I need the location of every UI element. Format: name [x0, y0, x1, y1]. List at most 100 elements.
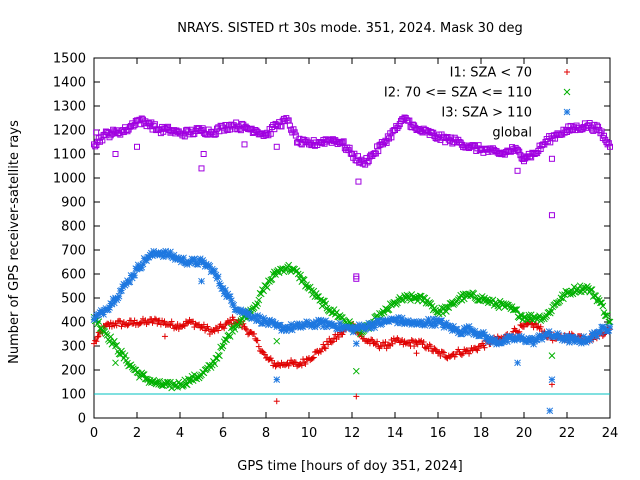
- i1-point: [378, 343, 385, 350]
- i1-point: [421, 344, 428, 351]
- i1-point: [474, 347, 481, 354]
- global-point: [165, 123, 172, 130]
- global-outlier: [355, 178, 362, 185]
- i1-point: [411, 343, 418, 350]
- axes: 0 2 4 6 8 10 12 14 16 18 20 22 240100200300400500600…: [53, 52, 618, 442]
- global-point: [131, 122, 138, 129]
- legend-marker-i3: [563, 108, 571, 116]
- i2-point: [560, 295, 567, 303]
- i2-point: [594, 295, 602, 302]
- i2-point: [168, 384, 175, 392]
- y-tick-label: 800: [61, 220, 86, 235]
- global-point: [346, 144, 353, 151]
- legend-label-global: global: [492, 126, 532, 141]
- i1-point: [206, 331, 213, 338]
- global-outlier: [521, 158, 527, 165]
- i2-point: [439, 310, 447, 317]
- i1-point: [420, 339, 427, 346]
- global-point: [211, 131, 218, 138]
- y-tick-label: 1500: [53, 52, 86, 67]
- global-outlier: [198, 165, 205, 172]
- i2-point: [226, 333, 234, 340]
- i2-point: [605, 318, 613, 326]
- i2-point: [512, 306, 519, 314]
- i3-point: [211, 267, 218, 275]
- i2-point: [470, 290, 478, 297]
- global-point: [406, 117, 413, 124]
- global-outlier: [134, 143, 140, 150]
- i1-point: [92, 337, 99, 344]
- i1-outlier: [413, 350, 420, 357]
- i2-point: [139, 371, 147, 378]
- i2-point: [376, 310, 383, 317]
- i1-outlier: [273, 398, 280, 405]
- global-point: [605, 140, 612, 147]
- i2-outlier: [548, 352, 556, 359]
- x-tick-label: 14: [387, 426, 404, 441]
- i1-point: [204, 323, 211, 330]
- i3-point: [314, 322, 321, 329]
- i2-point: [599, 302, 607, 310]
- i2-point: [540, 315, 548, 323]
- i1-point: [339, 331, 346, 338]
- i1-point: [455, 346, 462, 353]
- i2-point: [416, 292, 424, 300]
- legend-marker-i1: [564, 69, 570, 75]
- i2-point: [588, 286, 596, 293]
- x-tick-label: 16: [430, 426, 447, 441]
- i1-point: [243, 326, 250, 333]
- i1-point: [174, 321, 181, 328]
- i1-point: [317, 348, 324, 355]
- global-outlier: [241, 141, 248, 148]
- y-tick-label: 0: [78, 412, 86, 427]
- global-point: [163, 124, 170, 131]
- global-point: [375, 148, 382, 155]
- i1-point: [285, 362, 292, 369]
- y-axis-label: Number of GPS receiver-satellite rays: [7, 120, 22, 364]
- global-outlier: [548, 212, 555, 219]
- i2-point: [567, 291, 574, 298]
- i3-point: [214, 273, 222, 281]
- legend: I1: SZA < 70 I2: 70 <= SZA <= 110 I3: SZA …: [384, 66, 571, 141]
- i1-point: [374, 338, 381, 345]
- i1-point: [325, 341, 332, 348]
- global-point: [604, 141, 611, 148]
- x-tick-label: 2: [133, 426, 141, 441]
- i1-point: [180, 321, 187, 328]
- global-point: [110, 126, 117, 133]
- i1-point: [185, 319, 192, 326]
- i1-point: [368, 336, 375, 343]
- x-tick-label: 22: [559, 426, 576, 441]
- global-point: [292, 132, 299, 139]
- i2-point: [513, 306, 521, 313]
- i1-point: [443, 354, 450, 361]
- i2-point: [272, 271, 279, 278]
- i2-point: [282, 265, 290, 273]
- i1-point: [432, 346, 439, 353]
- i2-point: [143, 375, 150, 383]
- i2-point: [431, 304, 438, 312]
- i1-point: [93, 338, 100, 345]
- y-tick-label: 200: [61, 364, 86, 379]
- x-tick-label: 18: [473, 426, 490, 441]
- i1-point: [118, 323, 125, 330]
- x-tick-label: 6: [219, 426, 227, 441]
- y-tick-label: 1400: [53, 76, 86, 91]
- i1-point: [259, 348, 266, 355]
- i1-point: [124, 322, 131, 329]
- i2-point: [597, 299, 604, 307]
- global-point: [107, 132, 114, 139]
- i2-point: [212, 354, 220, 362]
- legend-label-i3: I3: SZA > 110: [441, 106, 532, 121]
- i2-point: [511, 306, 518, 313]
- i1-point: [400, 341, 407, 348]
- i1-point: [254, 337, 261, 344]
- i1-point: [328, 339, 335, 346]
- i1-point: [120, 319, 127, 326]
- i1-point: [215, 327, 222, 334]
- i1-point: [321, 344, 328, 351]
- i3-outlier: [514, 359, 521, 367]
- global-point: [340, 138, 347, 145]
- i1-point: [142, 317, 149, 324]
- i1-point: [408, 336, 415, 343]
